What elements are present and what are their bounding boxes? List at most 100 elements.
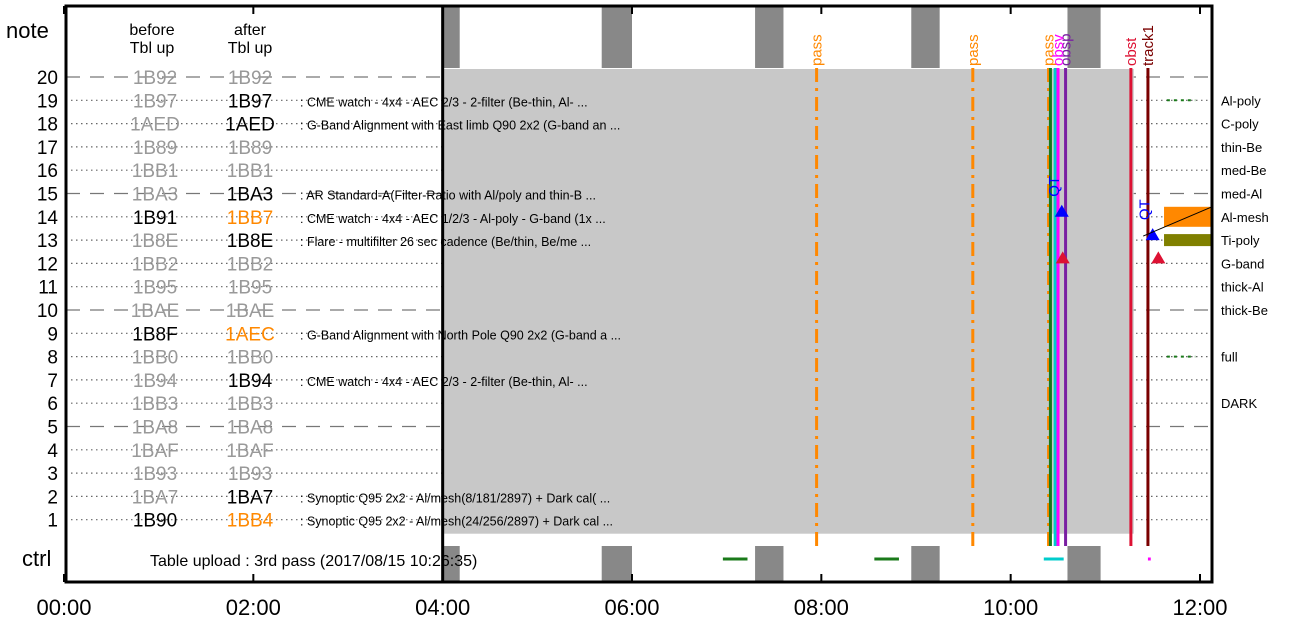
sequence-description: : CME watch - 4x4 - AEC 2/3 - 2-filter (…: [300, 95, 588, 109]
filter-label: thick-Be: [1221, 303, 1268, 318]
after-sequence-id: 1BAF: [226, 441, 274, 462]
after-sequence-id: 1BAE: [226, 301, 275, 322]
after-sequence-id: 1B92: [228, 68, 272, 89]
orbit-block-top: [601, 6, 632, 68]
row-number: 15: [37, 185, 58, 206]
row-number: 10: [37, 301, 58, 322]
orbit-block-bottom: [755, 546, 784, 582]
filter-label: Ti-poly: [1221, 233, 1260, 248]
orbit-block-bottom: [1067, 546, 1101, 582]
before-sequence-id: 1B95: [133, 278, 177, 299]
row-number: 14: [37, 208, 59, 229]
before-sequence-id: 1B89: [133, 138, 177, 159]
before-sequence-id: 1B92: [133, 68, 177, 89]
before-sequence-id: 1B94: [133, 371, 178, 392]
x-tick-label: 04:00: [415, 595, 470, 620]
sequence-description: : G-Band Alignment with North Pole Q90 2…: [300, 328, 621, 342]
before-header: before Tbl up: [129, 22, 174, 57]
row-number: 4: [47, 441, 58, 462]
after-sequence-id: 1BB1: [227, 161, 273, 182]
after-sequence-id: 1BA3: [227, 185, 273, 206]
filter-label: med-Al: [1221, 187, 1262, 202]
before-sequence-id: 1B90: [133, 511, 177, 532]
after-sequence-id: 1B8E: [227, 231, 273, 252]
filter-label: thick-Al: [1221, 280, 1264, 295]
sequence-description: : Flare - multifilter 26 sec cadence (Be…: [300, 235, 591, 249]
before-sequence-id: 1AED: [130, 115, 180, 136]
before-sequence-id: 1BAE: [131, 301, 180, 322]
before-sequence-id: 1B93: [133, 464, 177, 485]
orbit-block-top: [442, 6, 460, 68]
ctrl-label: ctrl: [22, 546, 51, 571]
qt-marker: [1054, 204, 1069, 217]
sequence-description: : CME watch - 4x4 - AEC 2/3 - 2-filter (…: [300, 375, 588, 389]
after-sequence-id: 1BA7: [227, 487, 273, 508]
filter-label: G-band: [1221, 256, 1264, 271]
row-number: 20: [37, 68, 58, 89]
x-tick-label: 00:00: [36, 595, 91, 620]
filter-label: med-Be: [1221, 163, 1267, 178]
qt-label: QT: [1046, 176, 1063, 197]
filter-label: Al-mesh: [1221, 210, 1269, 225]
x-tick-label: 02:00: [226, 595, 281, 620]
row-number: 7: [47, 371, 58, 392]
after-sequence-id: 1AEC: [225, 324, 275, 345]
after-sequence-id: 1BB2: [227, 254, 273, 275]
row-number: 19: [37, 91, 58, 112]
sequence-description: : CME watch - 4x4 - AEC 1/2/3 - Al-poly …: [300, 212, 606, 226]
row-number: 13: [37, 231, 58, 252]
before-sequence-id: 1BB2: [132, 254, 178, 275]
uploaded-period-panel: [442, 69, 1134, 534]
after-sequence-id: 1B89: [228, 138, 272, 159]
row-number: 17: [37, 138, 58, 159]
row-number: 11: [38, 278, 58, 299]
op-line-label: obst: [1123, 37, 1140, 66]
before-sequence-id: 1B97: [133, 91, 177, 112]
before-sequence-id: 1BAF: [131, 441, 179, 462]
before-sequence-id: 1BA7: [132, 487, 178, 508]
op-line-label: track1: [1140, 25, 1157, 66]
pass-marker-label: pass: [965, 34, 982, 66]
filter-label: Al-poly: [1221, 93, 1261, 108]
before-sequence-id: 1B8E: [132, 231, 178, 252]
row-number: 5: [47, 418, 58, 439]
sequence-description: : AR Standard-A(Filter-Ratio with Al/pol…: [300, 189, 596, 203]
after-sequence-id: 1B95: [228, 278, 272, 299]
row-number: 12: [37, 254, 58, 275]
sequence-description: : Synoptic Q95 2x2 - Al/mesh(8/181/2897)…: [300, 491, 610, 505]
op-line-label: obsv: [1050, 34, 1067, 66]
before-sequence-id: 1B91: [133, 208, 177, 229]
after-sequence-id: 1BB4: [227, 511, 274, 532]
after-sequence-id: 1BB7: [227, 208, 273, 229]
filter-label: DARK: [1221, 396, 1257, 411]
before-sequence-id: 1B8F: [132, 324, 177, 345]
row-number: 18: [37, 115, 58, 136]
qt-label: QT: [1137, 199, 1154, 220]
after-sequence-id: 1B97: [228, 91, 272, 112]
sequence-description: : Synoptic Q95 2x2 - Al/mesh(24/256/2897…: [300, 515, 613, 529]
after-sequence-id: 1B93: [228, 464, 272, 485]
row-number: 1: [47, 511, 58, 532]
after-sequence-id: 1BB0: [227, 348, 273, 369]
orbit-block-bottom: [442, 546, 460, 582]
before-sequence-id: 1BA3: [132, 185, 178, 206]
orbit-block-top: [755, 6, 784, 68]
row-number: 2: [47, 487, 58, 508]
after-sequence-id: 1AED: [225, 115, 275, 136]
row-number: 16: [37, 161, 58, 182]
fl-marker: [1151, 251, 1166, 264]
row-number: 8: [47, 348, 58, 369]
plot-frame: [64, 4, 1214, 584]
fl-marker: [1055, 251, 1070, 264]
after-header: after Tbl up: [228, 22, 273, 57]
after-sequence-id: 1B94: [228, 371, 273, 392]
filter-label: thin-Be: [1221, 140, 1262, 155]
orbit-block-top: [911, 6, 940, 68]
x-tick-label: 08:00: [794, 595, 849, 620]
pass-marker-label: pass: [809, 34, 826, 66]
filter-label: C-poly: [1221, 117, 1259, 132]
row-number: 3: [47, 464, 58, 485]
row-number: 9: [47, 324, 58, 345]
x-tick-label: 12:00: [1172, 595, 1227, 620]
